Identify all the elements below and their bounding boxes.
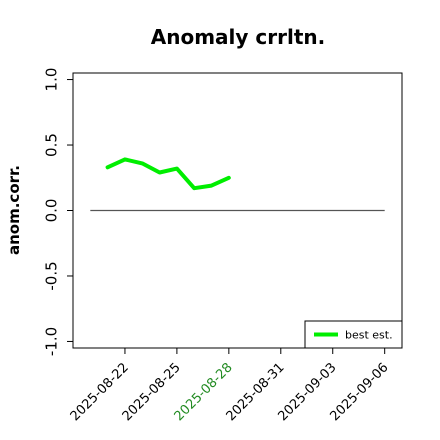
data-point <box>211 185 213 187</box>
y-axis-label: anom.corr. <box>5 165 23 255</box>
y-tick-label: -0.5 <box>42 261 60 290</box>
data-point <box>176 168 178 170</box>
chart-title: Anomaly crrltn. <box>151 25 325 49</box>
y-tick-label: 0.0 <box>42 199 60 223</box>
data-point <box>228 177 230 179</box>
data-point <box>124 158 126 160</box>
series-line-best-est <box>105 157 231 191</box>
data-point <box>159 172 161 174</box>
legend-label: best est. <box>345 328 393 341</box>
data-point <box>107 166 109 168</box>
y-tick-label: -1.0 <box>42 327 60 356</box>
y-tick-label: 1.0 <box>42 68 60 92</box>
plot-area: -1.0-0.50.00.51.02025-08-222025-08-25202… <box>42 68 403 424</box>
data-point <box>141 162 143 164</box>
data-point <box>193 187 195 189</box>
y-tick-label: 0.5 <box>42 133 60 157</box>
